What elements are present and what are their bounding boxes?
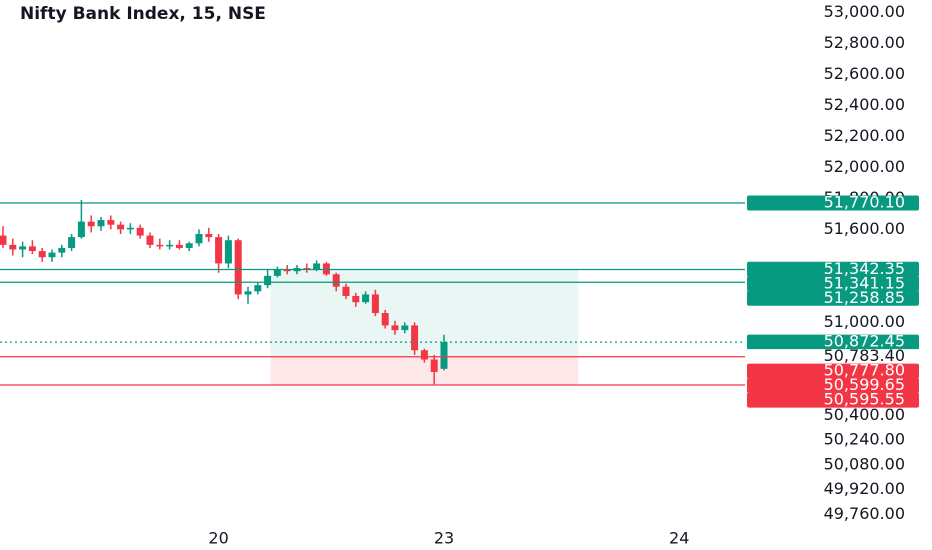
price-tag-bg: [747, 276, 919, 292]
candle-body: [205, 234, 213, 238]
candle-body: [48, 252, 56, 258]
price-tag-label: 51,770.10: [824, 192, 905, 211]
candle-body: [215, 237, 223, 264]
y-tick-label: 49,920.00: [824, 479, 905, 498]
candle-body: [28, 246, 36, 252]
candle-body: [175, 244, 183, 248]
candle-body: [283, 269, 291, 272]
price-tag-label: 51,258.85: [824, 288, 905, 307]
candle-body: [313, 263, 321, 270]
candle-body: [0, 235, 7, 245]
price-tag-label: 51,341.15: [824, 273, 905, 292]
price-tag-bg: [747, 392, 919, 408]
y-tick-label: 52,400.00: [824, 95, 905, 114]
candle-body: [58, 247, 66, 253]
candle-body: [391, 325, 399, 331]
candle-body: [38, 251, 46, 258]
candle-body: [68, 237, 76, 248]
candle-body: [420, 350, 428, 360]
price-tag-label: 50,777.80: [824, 361, 905, 380]
candle-body: [440, 342, 448, 369]
candle-body: [234, 240, 242, 295]
candle-body: [411, 325, 419, 351]
price-tag-label: 50,783.40: [824, 346, 905, 365]
candle-body: [156, 244, 164, 247]
y-tick-label: 49,760.00: [824, 504, 905, 523]
candle-body: [401, 325, 409, 331]
price-tag-bg: [747, 378, 919, 394]
candle-body: [77, 221, 85, 238]
price-tag: 51,341.15: [747, 273, 919, 292]
price-tag-label: 50,872.45: [824, 332, 905, 351]
candle-body: [126, 227, 134, 230]
candle-body: [107, 220, 115, 225]
candle-body: [273, 269, 281, 276]
candle-body: [185, 243, 193, 248]
price-tag-bg: [747, 349, 919, 365]
price-tag-bg: [747, 363, 919, 379]
y-tick-label: 52,200.00: [824, 126, 905, 145]
chart-title: Nifty Bank Index, 15, NSE: [20, 4, 266, 24]
price-tag: 51,770.10: [747, 192, 919, 211]
y-tick-label: 50,240.00: [824, 430, 905, 449]
candle-body: [381, 313, 389, 326]
candle-body: [136, 227, 144, 236]
y-tick-label: 52,800.00: [824, 33, 905, 52]
y-tick-label: 53,000.00: [824, 2, 905, 21]
candle-body: [371, 294, 379, 314]
candle-body: [97, 220, 105, 227]
candle-body: [117, 224, 125, 230]
candle-body: [254, 285, 262, 292]
x-tick-label: 23: [434, 529, 454, 548]
price-tag: 50,599.65: [747, 375, 919, 394]
candle-body: [87, 221, 95, 227]
price-tag-bg: [747, 334, 919, 350]
price-tag: 51,258.85: [747, 288, 919, 307]
x-tick-label: 20: [208, 529, 228, 548]
candle-body: [430, 359, 438, 372]
candle-body: [146, 235, 154, 245]
candle-body: [195, 234, 203, 244]
price-tag: 50,783.40: [747, 346, 919, 365]
candle-body: [19, 246, 27, 250]
price-tag-label: 50,595.55: [824, 390, 905, 409]
x-tick-label: 24: [669, 529, 689, 548]
y-tick-label: 50,080.00: [824, 454, 905, 473]
candle-body: [166, 244, 174, 247]
candle-body: [9, 244, 17, 250]
price-tag-bg: [747, 261, 919, 277]
candle-body: [352, 295, 360, 303]
candle-body: [244, 291, 252, 295]
candle-body: [264, 275, 272, 286]
price-tag: 50,872.45: [747, 332, 919, 351]
price-tag: 51,342.35: [747, 259, 919, 278]
price-tag: 50,595.55: [747, 390, 919, 409]
price-tag-bg: [747, 290, 919, 306]
y-tick-label: 50,400.00: [824, 405, 905, 424]
y-tick-label: 51,600.00: [824, 219, 905, 238]
price-tag-label: 51,342.35: [824, 259, 905, 278]
price-tag: 50,777.80: [747, 361, 919, 380]
y-tick-label: 52,600.00: [824, 64, 905, 83]
candle-body: [332, 274, 340, 287]
price-tag-bg: [747, 195, 919, 211]
candle-body: [224, 240, 232, 264]
price-tag-label: 50,599.65: [824, 375, 905, 394]
y-tick-label: 52,000.00: [824, 157, 905, 176]
candle-body: [362, 294, 370, 303]
candle-body: [342, 286, 350, 296]
y-tick-label: 51,000.00: [824, 312, 905, 331]
